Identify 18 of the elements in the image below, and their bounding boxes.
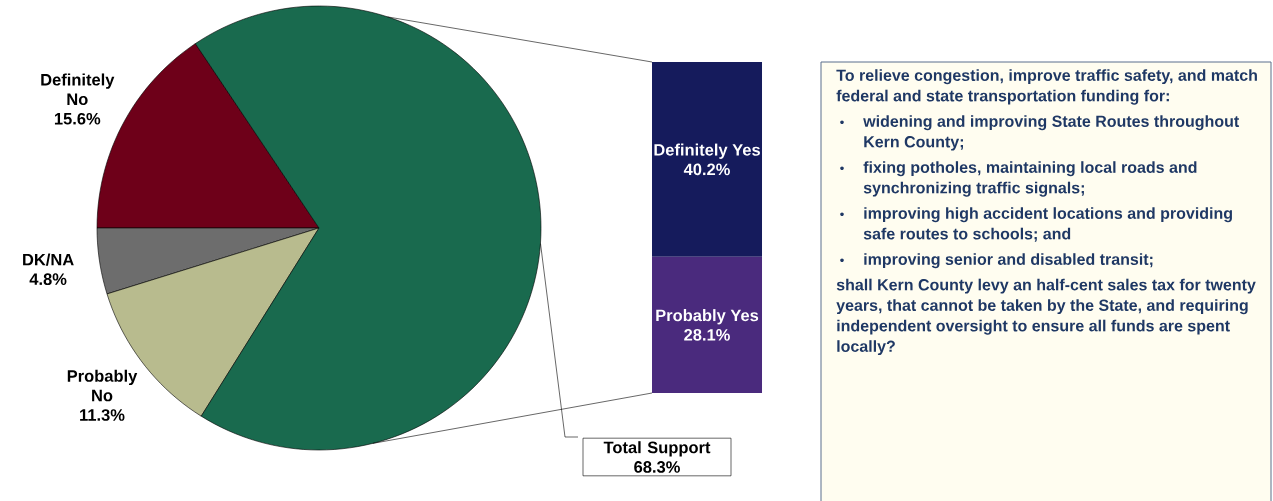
series-label: Probably Yes (656, 309, 759, 325)
data-label: 68.3% (634, 461, 680, 473)
slice-label: Probably No (67, 369, 138, 402)
text: shall Kern County levy an half-cent sales tax for twenty years, that cannot be taken by the State, and requiring independent oversight to ensure all funds are spent locally? (836, 278, 1256, 356)
slice-label: Total Support (603, 441, 711, 457)
slice-label: DK/NA (23, 253, 74, 266)
text: improving high accident locations and providing safe routes to schools; and (863, 207, 1232, 242)
text: To relieve congestion, improve traffic safety, and match federal and state transportation funding for: (836, 69, 1257, 105)
slice-label: Definitely No (41, 73, 115, 106)
data-label: 28.1% (684, 329, 730, 341)
text: fixing potholes, maintaining local roads and synchronizing traffic signals; (863, 161, 1197, 197)
text: widening and improving State Routes throughout Kern County; (863, 115, 1240, 151)
series-label: Definitely Yes (654, 143, 760, 159)
data-label: 15.6% (54, 112, 101, 125)
data-label: 11.3% (80, 409, 125, 421)
data-label: 40.2% (683, 163, 730, 176)
text: improving senior and disabled transit; (864, 253, 1153, 269)
data-label: 4.8% (29, 273, 67, 285)
